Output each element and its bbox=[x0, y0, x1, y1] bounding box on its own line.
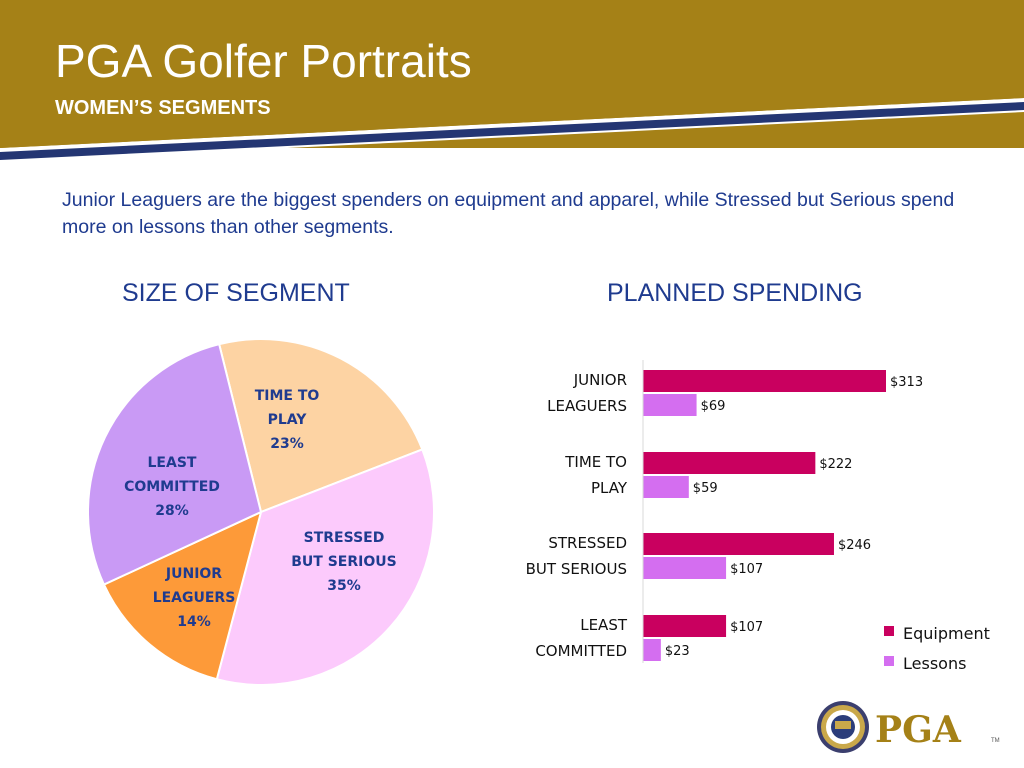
pie-slice-label: JUNIOR bbox=[165, 566, 222, 582]
bar-equipment bbox=[643, 370, 886, 392]
bar-equipment bbox=[643, 533, 834, 555]
planned-spending-bar-chart: JUNIOR LEAGUERS TIME TO PLAY STRESSED BUT SER… bbox=[526, 360, 990, 673]
category-label: TIME TO bbox=[564, 453, 627, 471]
pie-slice bbox=[215, 448, 435, 686]
pie-chart-title: SIZE OF SEGMENT bbox=[122, 279, 350, 307]
bar-lessons bbox=[643, 557, 727, 579]
bar-equipment bbox=[643, 452, 816, 474]
pie-slice-percent: 35% bbox=[327, 578, 361, 594]
pie-slice-percent: 14% bbox=[177, 614, 211, 630]
category-label: STRESSED bbox=[548, 534, 627, 552]
legend-label: Equipment bbox=[903, 624, 990, 643]
pie-slice-label: TIME TO bbox=[255, 388, 320, 404]
pie-slice-label: STRESSED bbox=[304, 530, 385, 546]
bar-equipment bbox=[643, 615, 727, 637]
intro-text: Junior Leaguers are the biggest spenders… bbox=[62, 189, 955, 238]
pie-slice bbox=[86, 342, 263, 586]
bar-value-label: $222 bbox=[819, 457, 852, 472]
bar-value-label: $246 bbox=[838, 538, 871, 553]
pie-slice-label: LEAGUERS bbox=[153, 590, 236, 606]
pie-slice-label: LEAST bbox=[148, 455, 197, 471]
page-title: PGA Golfer Portraits bbox=[55, 35, 472, 87]
bar-lessons bbox=[643, 639, 661, 661]
category-label: BUT SERIOUS bbox=[526, 560, 627, 578]
bar-value-label: $107 bbox=[730, 620, 763, 635]
pie-slice-label: COMMITTED bbox=[124, 479, 220, 495]
legend-label: Lessons bbox=[903, 654, 966, 673]
page-subtitle: WOMEN’S SEGMENTS bbox=[55, 97, 271, 119]
bar-lessons bbox=[643, 476, 689, 498]
category-label: LEAST bbox=[580, 616, 628, 634]
bar-value-label: $107 bbox=[730, 562, 763, 577]
category-label: COMMITTED bbox=[535, 642, 627, 660]
legend-swatch bbox=[884, 656, 894, 666]
category-label: LEAGUERS bbox=[547, 397, 627, 415]
pie-slice-percent: 28% bbox=[155, 503, 189, 519]
banner-stripes bbox=[0, 0, 1024, 162]
bar-lessons bbox=[643, 394, 697, 416]
pie-slice bbox=[102, 510, 263, 681]
bar-value-label: $69 bbox=[701, 399, 726, 414]
bar-chart-title: PLANNED SPENDING bbox=[607, 279, 863, 307]
category-label: JUNIOR bbox=[573, 371, 627, 389]
pie-slice-label: BUT SERIOUS bbox=[291, 554, 396, 570]
pga-logo-tm: TM bbox=[991, 738, 1000, 744]
bar-value-label: $23 bbox=[665, 644, 690, 659]
pga-logo: PGA TM bbox=[817, 701, 1000, 753]
bar-value-label: $59 bbox=[693, 481, 718, 496]
pie-slice-label: PLAY bbox=[268, 412, 308, 428]
pga-logo-text: PGA bbox=[875, 709, 962, 751]
pie-slice-percent: 23% bbox=[270, 436, 304, 452]
legend-swatch bbox=[884, 626, 894, 636]
category-label: PLAY bbox=[591, 479, 628, 497]
segment-size-pie-chart: TIME TO PLAY 23% STRESSED BUT SERIOUS 35% JUNI… bbox=[86, 338, 435, 686]
bar-value-label: $313 bbox=[890, 375, 923, 390]
